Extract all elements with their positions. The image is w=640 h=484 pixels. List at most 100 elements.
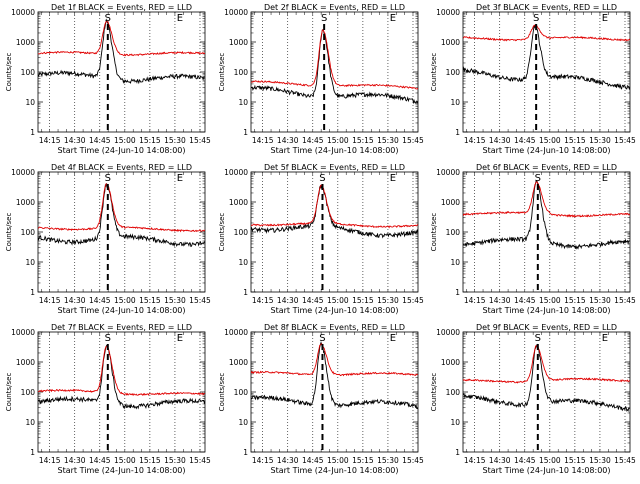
series-events bbox=[251, 184, 418, 239]
series-lld bbox=[463, 24, 630, 42]
panel-title: Det 3f BLACK = Events, RED = LLD bbox=[476, 3, 617, 12]
end-marker: E bbox=[390, 173, 396, 184]
y-tick-label: 1000 bbox=[16, 198, 35, 207]
start-marker: S bbox=[321, 13, 327, 24]
x-tick-label: 14:15 bbox=[464, 296, 486, 305]
x-tick-label: 14:45 bbox=[514, 296, 536, 305]
y-tick-label: 1000 bbox=[16, 38, 35, 47]
y-tick-label: 1000 bbox=[441, 38, 460, 47]
x-tick-label: 14:30 bbox=[489, 456, 511, 465]
y-axis-label: Counts/sec bbox=[218, 53, 226, 92]
panel-title: Det 4f BLACK = Events, RED = LLD bbox=[51, 163, 192, 172]
start-marker: S bbox=[535, 333, 541, 344]
start-marker: S bbox=[535, 173, 541, 184]
end-marker: E bbox=[177, 333, 183, 344]
series-events bbox=[38, 18, 205, 85]
y-axis-label: Counts/sec bbox=[218, 373, 226, 412]
y-tick-label: 1 bbox=[455, 448, 460, 457]
y-tick-label: 10000 bbox=[11, 168, 35, 177]
x-tick-label: 15:45 bbox=[614, 136, 636, 145]
y-tick-label: 10 bbox=[238, 418, 248, 427]
x-tick-label: 14:30 bbox=[277, 296, 299, 305]
x-tick-label: 15:30 bbox=[377, 136, 399, 145]
x-tick-label: 15:15 bbox=[564, 456, 586, 465]
y-tick-label: 10 bbox=[450, 418, 460, 427]
y-tick-label: 1000 bbox=[16, 358, 35, 367]
x-tick-label: 15:45 bbox=[189, 296, 211, 305]
x-tick-label: 15:00 bbox=[327, 296, 349, 305]
x-axis-label: Start Time (24-Jun-10 14:08:00) bbox=[483, 146, 611, 155]
y-tick-label: 10000 bbox=[436, 328, 460, 337]
panel-9: Det 9f BLACK = Events, RED = LLD 1 10 100 10… bbox=[430, 323, 636, 475]
panel-3: Det 3f BLACK = Events, RED = LLD 1 10 100 10… bbox=[430, 3, 636, 155]
panel-2: Det 2f BLACK = Events, RED = LLD 1 10 100 10… bbox=[218, 3, 424, 155]
x-axis-label: Start Time (24-Jun-10 14:08:00) bbox=[58, 306, 186, 315]
y-axis-label: Counts/sec bbox=[5, 213, 13, 252]
x-axis-label: Start Time (24-Jun-10 14:08:00) bbox=[58, 146, 186, 155]
y-tick-label: 100 bbox=[234, 228, 249, 237]
y-tick-label: 10 bbox=[25, 98, 35, 107]
x-tick-label: 15:00 bbox=[327, 456, 349, 465]
panel-6: Det 6f BLACK = Events, RED = LLD 1 10 100 10… bbox=[430, 163, 636, 315]
start-marker: S bbox=[105, 333, 111, 344]
x-axis-label: Start Time (24-Jun-10 14:08:00) bbox=[58, 466, 186, 475]
x-tick-label: 14:45 bbox=[89, 136, 111, 145]
y-tick-label: 100 bbox=[21, 228, 36, 237]
x-tick-label: 15:45 bbox=[402, 136, 424, 145]
x-tick-label: 15:00 bbox=[114, 456, 136, 465]
y-tick-label: 10 bbox=[238, 258, 248, 267]
x-tick-label: 15:30 bbox=[164, 456, 186, 465]
x-tick-label: 15:45 bbox=[402, 456, 424, 465]
y-tick-label: 10 bbox=[25, 258, 35, 267]
plot-frame bbox=[250, 171, 419, 293]
x-axis-label: Start Time (24-Jun-10 14:08:00) bbox=[483, 306, 611, 315]
y-tick-label: 100 bbox=[234, 388, 249, 397]
y-tick-label: 1 bbox=[455, 128, 460, 137]
series-lld bbox=[251, 29, 418, 90]
end-marker: E bbox=[177, 173, 183, 184]
x-tick-label: 14:45 bbox=[302, 456, 324, 465]
y-tick-label: 1000 bbox=[229, 358, 248, 367]
x-tick-label: 14:30 bbox=[64, 456, 86, 465]
plot-frame bbox=[250, 331, 419, 453]
x-axis-label: Start Time (24-Jun-10 14:08:00) bbox=[271, 466, 399, 475]
panel-title: Det 5f BLACK = Events, RED = LLD bbox=[264, 163, 405, 172]
end-marker: E bbox=[177, 13, 183, 24]
series-events bbox=[38, 182, 205, 248]
start-marker: S bbox=[319, 333, 325, 344]
x-tick-label: 15:45 bbox=[614, 296, 636, 305]
end-marker: E bbox=[390, 333, 396, 344]
y-tick-label: 1000 bbox=[229, 38, 248, 47]
y-tick-label: 10000 bbox=[11, 8, 35, 17]
plot-frame bbox=[250, 11, 419, 133]
y-tick-label: 1 bbox=[30, 288, 35, 297]
panel-title: Det 7f BLACK = Events, RED = LLD bbox=[51, 323, 192, 332]
series-lld bbox=[463, 345, 630, 384]
panel-title: Det 9f BLACK = Events, RED = LLD bbox=[476, 323, 617, 332]
x-tick-label: 15:30 bbox=[164, 296, 186, 305]
end-marker: E bbox=[390, 13, 396, 24]
x-tick-label: 15:00 bbox=[539, 456, 561, 465]
x-tick-label: 14:15 bbox=[39, 456, 61, 465]
y-axis-label: Counts/sec bbox=[430, 213, 438, 252]
y-tick-label: 1000 bbox=[441, 198, 460, 207]
plot-frame bbox=[37, 171, 206, 293]
x-tick-label: 14:45 bbox=[89, 456, 111, 465]
x-tick-label: 14:15 bbox=[464, 136, 486, 145]
y-tick-label: 10 bbox=[450, 98, 460, 107]
series-events bbox=[463, 180, 630, 250]
x-tick-label: 14:30 bbox=[489, 296, 511, 305]
y-tick-label: 10 bbox=[25, 418, 35, 427]
x-tick-label: 15:15 bbox=[352, 296, 374, 305]
y-axis-label: Counts/sec bbox=[5, 53, 13, 92]
end-marker: E bbox=[602, 13, 608, 24]
x-tick-label: 15:30 bbox=[589, 136, 611, 145]
y-tick-label: 1 bbox=[30, 448, 35, 457]
x-tick-label: 15:30 bbox=[589, 296, 611, 305]
y-tick-label: 10000 bbox=[436, 8, 460, 17]
panel-title: Det 6f BLACK = Events, RED = LLD bbox=[476, 163, 617, 172]
x-tick-label: 14:15 bbox=[39, 136, 61, 145]
x-tick-label: 14:15 bbox=[39, 296, 61, 305]
